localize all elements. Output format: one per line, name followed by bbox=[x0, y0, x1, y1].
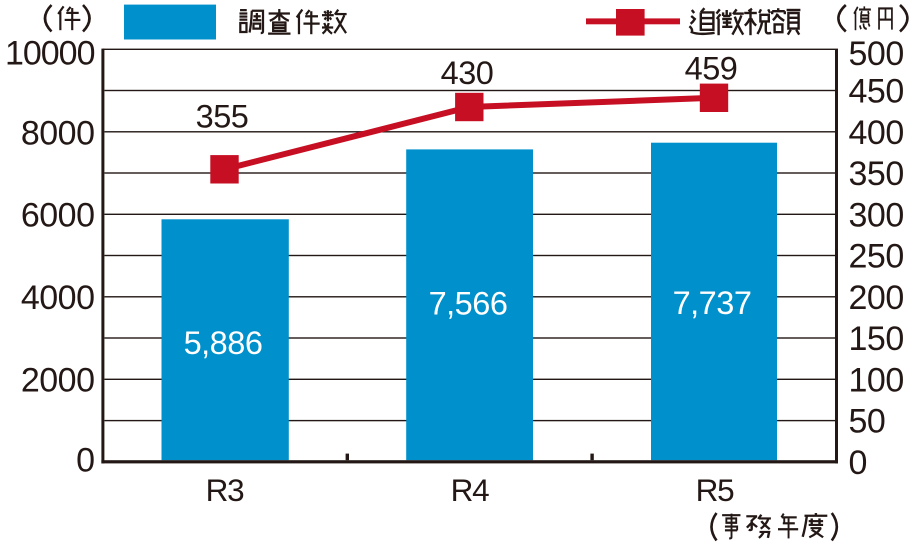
svg-text:500: 500 bbox=[849, 35, 904, 73]
svg-text:5,886: 5,886 bbox=[184, 325, 263, 361]
svg-text:459: 459 bbox=[685, 51, 738, 87]
svg-text:8000: 8000 bbox=[21, 115, 95, 153]
svg-text:7,566: 7,566 bbox=[429, 285, 508, 321]
svg-text:250: 250 bbox=[849, 238, 904, 276]
svg-text:400: 400 bbox=[849, 114, 904, 152]
svg-text:100: 100 bbox=[849, 361, 904, 399]
svg-text:200: 200 bbox=[849, 279, 904, 317]
svg-text:6000: 6000 bbox=[21, 197, 95, 235]
svg-text:0: 0 bbox=[76, 442, 94, 480]
svg-text:150: 150 bbox=[849, 320, 904, 358]
svg-text:2000: 2000 bbox=[21, 361, 95, 399]
svg-text:4000: 4000 bbox=[21, 279, 95, 317]
svg-text:300: 300 bbox=[849, 196, 904, 234]
svg-text:430: 430 bbox=[441, 55, 494, 91]
svg-text:10000: 10000 bbox=[5, 35, 95, 73]
svg-text:R3: R3 bbox=[206, 472, 245, 508]
svg-text:450: 450 bbox=[849, 73, 904, 111]
svg-text:0: 0 bbox=[849, 444, 867, 482]
svg-text:355: 355 bbox=[196, 99, 249, 135]
svg-text:350: 350 bbox=[849, 155, 904, 193]
svg-text:R5: R5 bbox=[696, 472, 735, 508]
svg-text:50: 50 bbox=[849, 403, 886, 441]
svg-text:7,737: 7,737 bbox=[673, 285, 752, 321]
svg-text:R4: R4 bbox=[451, 472, 490, 508]
